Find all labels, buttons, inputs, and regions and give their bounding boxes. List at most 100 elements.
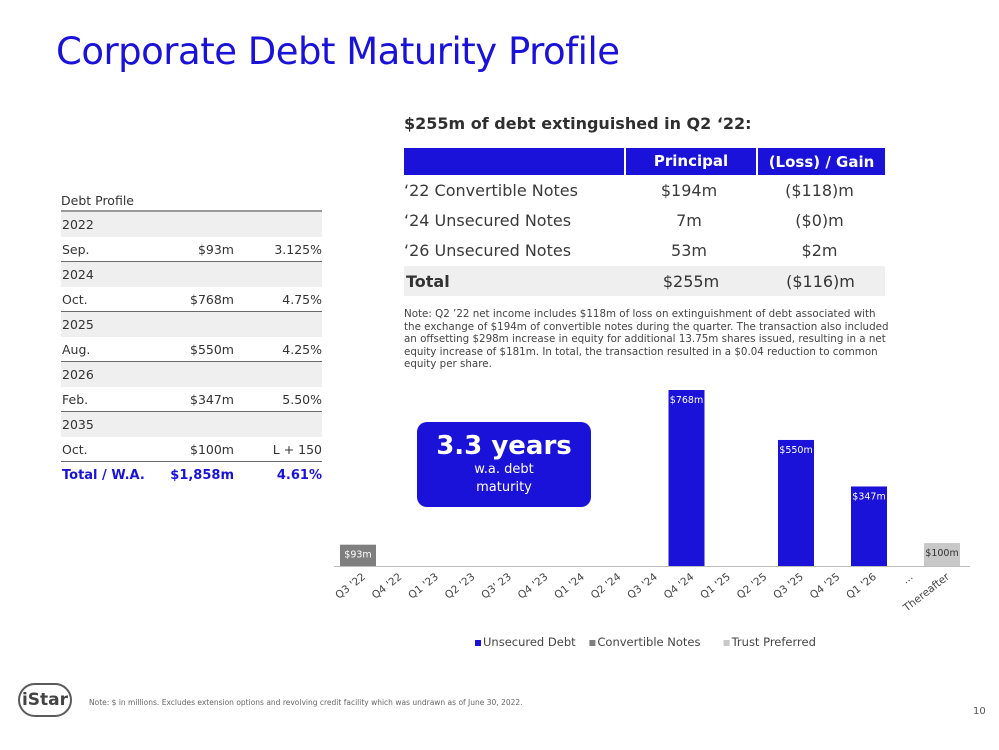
extinguished-table: Principal (Loss) / Gain ‘22 Convertible … <box>404 148 885 296</box>
x-tick-label: Q2 '24 <box>589 571 624 602</box>
extinguished-row: ‘24 Unsecured Notes 7m ($0)m <box>404 205 885 235</box>
year-label: 2025 <box>62 317 94 332</box>
bar-unsecured-debt <box>668 390 705 566</box>
bar-data-label: $550m <box>779 445 812 456</box>
maturity-rate: 3.125% <box>274 241 322 257</box>
bar-data-label: $100m <box>925 548 958 559</box>
ext-total-principal: $255m <box>662 271 720 291</box>
year-label: 2022 <box>62 217 94 232</box>
legend-label: Convertible Notes <box>597 635 700 649</box>
year-label: 2035 <box>62 417 94 432</box>
maturity-amount: $768m <box>190 291 234 307</box>
debt-profile-year-row: 2022 <box>61 212 322 237</box>
maturity-amount: $550m <box>190 341 234 357</box>
istar-logo: iStar <box>18 683 72 717</box>
maturity-month: Oct. <box>62 441 88 457</box>
transaction-note: Note: Q2 ’22 net income includes $118m o… <box>404 308 889 370</box>
maturity-month: Sep. <box>62 241 90 257</box>
debt-profile-year-row: 2024 <box>61 262 322 287</box>
x-tick-label: Q4 '24 <box>662 571 697 602</box>
legend-swatch <box>723 640 730 646</box>
legend-swatch <box>589 640 596 646</box>
debt-profile-total-row: Total / W.A. $1,858m 4.61% <box>61 462 322 488</box>
extinguished-row: ‘26 Unsecured Notes 53m $2m <box>404 235 885 265</box>
callout-line1: w.a. debt <box>474 462 534 477</box>
note-gain: ($0)m <box>795 210 844 230</box>
maturity-amount: $93m <box>197 241 234 257</box>
maturity-month: Oct. <box>62 291 88 307</box>
note-principal: $194m <box>660 180 718 200</box>
x-tick-label: Q3 '25 <box>771 571 806 602</box>
bar-data-label: $347m <box>852 491 885 502</box>
debt-profile-year-row: 2025 <box>61 312 322 337</box>
callout-line2: maturity <box>476 480 532 495</box>
legend-label: Trust Preferred <box>731 635 816 649</box>
footnote: Note: $ in millions. Excludes extension … <box>89 698 523 707</box>
x-tick-label: Q4 '22 <box>370 571 405 602</box>
extinguished-header-row: Principal (Loss) / Gain <box>404 148 885 175</box>
debt-profile-year-row: 2026 <box>61 362 322 387</box>
x-tick-label: Q2 '23 <box>443 571 478 602</box>
x-tick-label: Q4 '23 <box>516 571 551 602</box>
bar-unsecured-debt <box>778 439 814 566</box>
debt-profile-item-row: Oct. $100m L + 150 <box>61 437 322 462</box>
x-tick-label: Q4 '25 <box>808 571 843 602</box>
total-rate: 4.61% <box>276 467 322 483</box>
note-gain: $2m <box>801 240 838 260</box>
maturity-amount: $100m <box>190 441 234 457</box>
col-header-gain: (Loss) / Gain <box>768 152 875 171</box>
debt-profile-year-row: 2035 <box>61 412 322 437</box>
x-tick-label: Q1 '25 <box>698 571 733 602</box>
bar-data-label: $768m <box>670 395 703 406</box>
wa-maturity-callout: 3.3 years w.a. debt maturity <box>417 422 591 507</box>
callout-value: 3.3 years <box>436 431 572 461</box>
x-tick-label: ... <box>900 571 915 587</box>
page-title: Corporate Debt Maturity Profile <box>56 30 620 73</box>
year-label: 2026 <box>62 367 94 382</box>
x-tick-label: Q1 '24 <box>552 571 587 602</box>
note-name: ‘22 Convertible Notes <box>404 180 578 200</box>
bar-trust-preferred <box>924 543 960 566</box>
extinguished-title: $255m of debt extinguished in Q2 ‘22: <box>404 114 752 133</box>
page-number: 10 <box>973 706 986 717</box>
maturity-rate: 4.25% <box>282 341 322 357</box>
ext-total-gain: ($116)m <box>786 271 855 291</box>
extinguished-rows: ‘22 Convertible Notes $194m ($118)m ‘24 Uns… <box>404 175 885 265</box>
extinguished-row: ‘22 Convertible Notes $194m ($118)m <box>404 175 885 205</box>
note-gain: ($118)m <box>785 180 854 200</box>
ext-total-name: Total <box>406 271 450 291</box>
total-label: Total / W.A. <box>62 467 145 483</box>
legend-label: Unsecured Debt <box>483 635 576 649</box>
maturity-amount: $347m <box>190 391 234 407</box>
note-principal: 7m <box>676 210 702 230</box>
note-name: ‘24 Unsecured Notes <box>404 210 572 230</box>
debt-profile-item-row: Oct. $768m 4.75% <box>61 287 322 312</box>
col-header-principal: Principal <box>624 148 758 175</box>
x-tick-label: Q3' 23 <box>479 571 514 602</box>
maturity-rate: 5.50% <box>282 391 322 407</box>
x-tick-label: Q3 '22 <box>333 571 368 602</box>
year-label: 2024 <box>62 267 94 282</box>
maturity-chart-svg: $93m Q3 '22 Q4 '22 Q1 '23 Q2 '23 Q3' 23 Q4 '23… <box>333 390 970 649</box>
x-tick-label: Q3 '24 <box>625 571 660 602</box>
x-tick-label: Q1 '23 <box>406 571 441 602</box>
note-name: ‘26 Unsecured Notes <box>404 240 572 260</box>
legend-swatch <box>475 640 481 646</box>
debt-profile-header: Debt Profile <box>61 190 322 212</box>
maturity-chart: $93m Q3 '22 Q4 '22 Q1 '23 Q2 '23 Q3' 23 Q4 '23… <box>330 380 980 650</box>
extinguished-total-row: Total $255m ($116)m <box>404 266 885 296</box>
bar-data-label: $93m <box>344 550 371 561</box>
x-tick-label: Q1 '26 <box>844 571 879 602</box>
maturity-rate: 4.75% <box>282 291 322 307</box>
bar-unsecured-debt <box>851 486 887 566</box>
bar-convertible-notes <box>340 544 376 566</box>
debt-profile-rows: 2022 Sep. $93m 3.125% 2024 Oct. $768m 4.75% 2025… <box>61 212 322 462</box>
maturity-rate: L + 150 <box>272 441 322 457</box>
total-amount: $1,858m <box>170 467 234 483</box>
maturity-month: Aug. <box>62 341 91 357</box>
debt-profile-table: Debt Profile 2022 Sep. $93m 3.125% 2024 Oct. $… <box>61 190 322 488</box>
debt-profile-item-row: Aug. $550m 4.25% <box>61 337 322 362</box>
debt-profile-item-row: Feb. $347m 5.50% <box>61 387 322 412</box>
maturity-month: Feb. <box>62 391 89 407</box>
x-tick-label: Q2 '25 <box>735 571 770 602</box>
